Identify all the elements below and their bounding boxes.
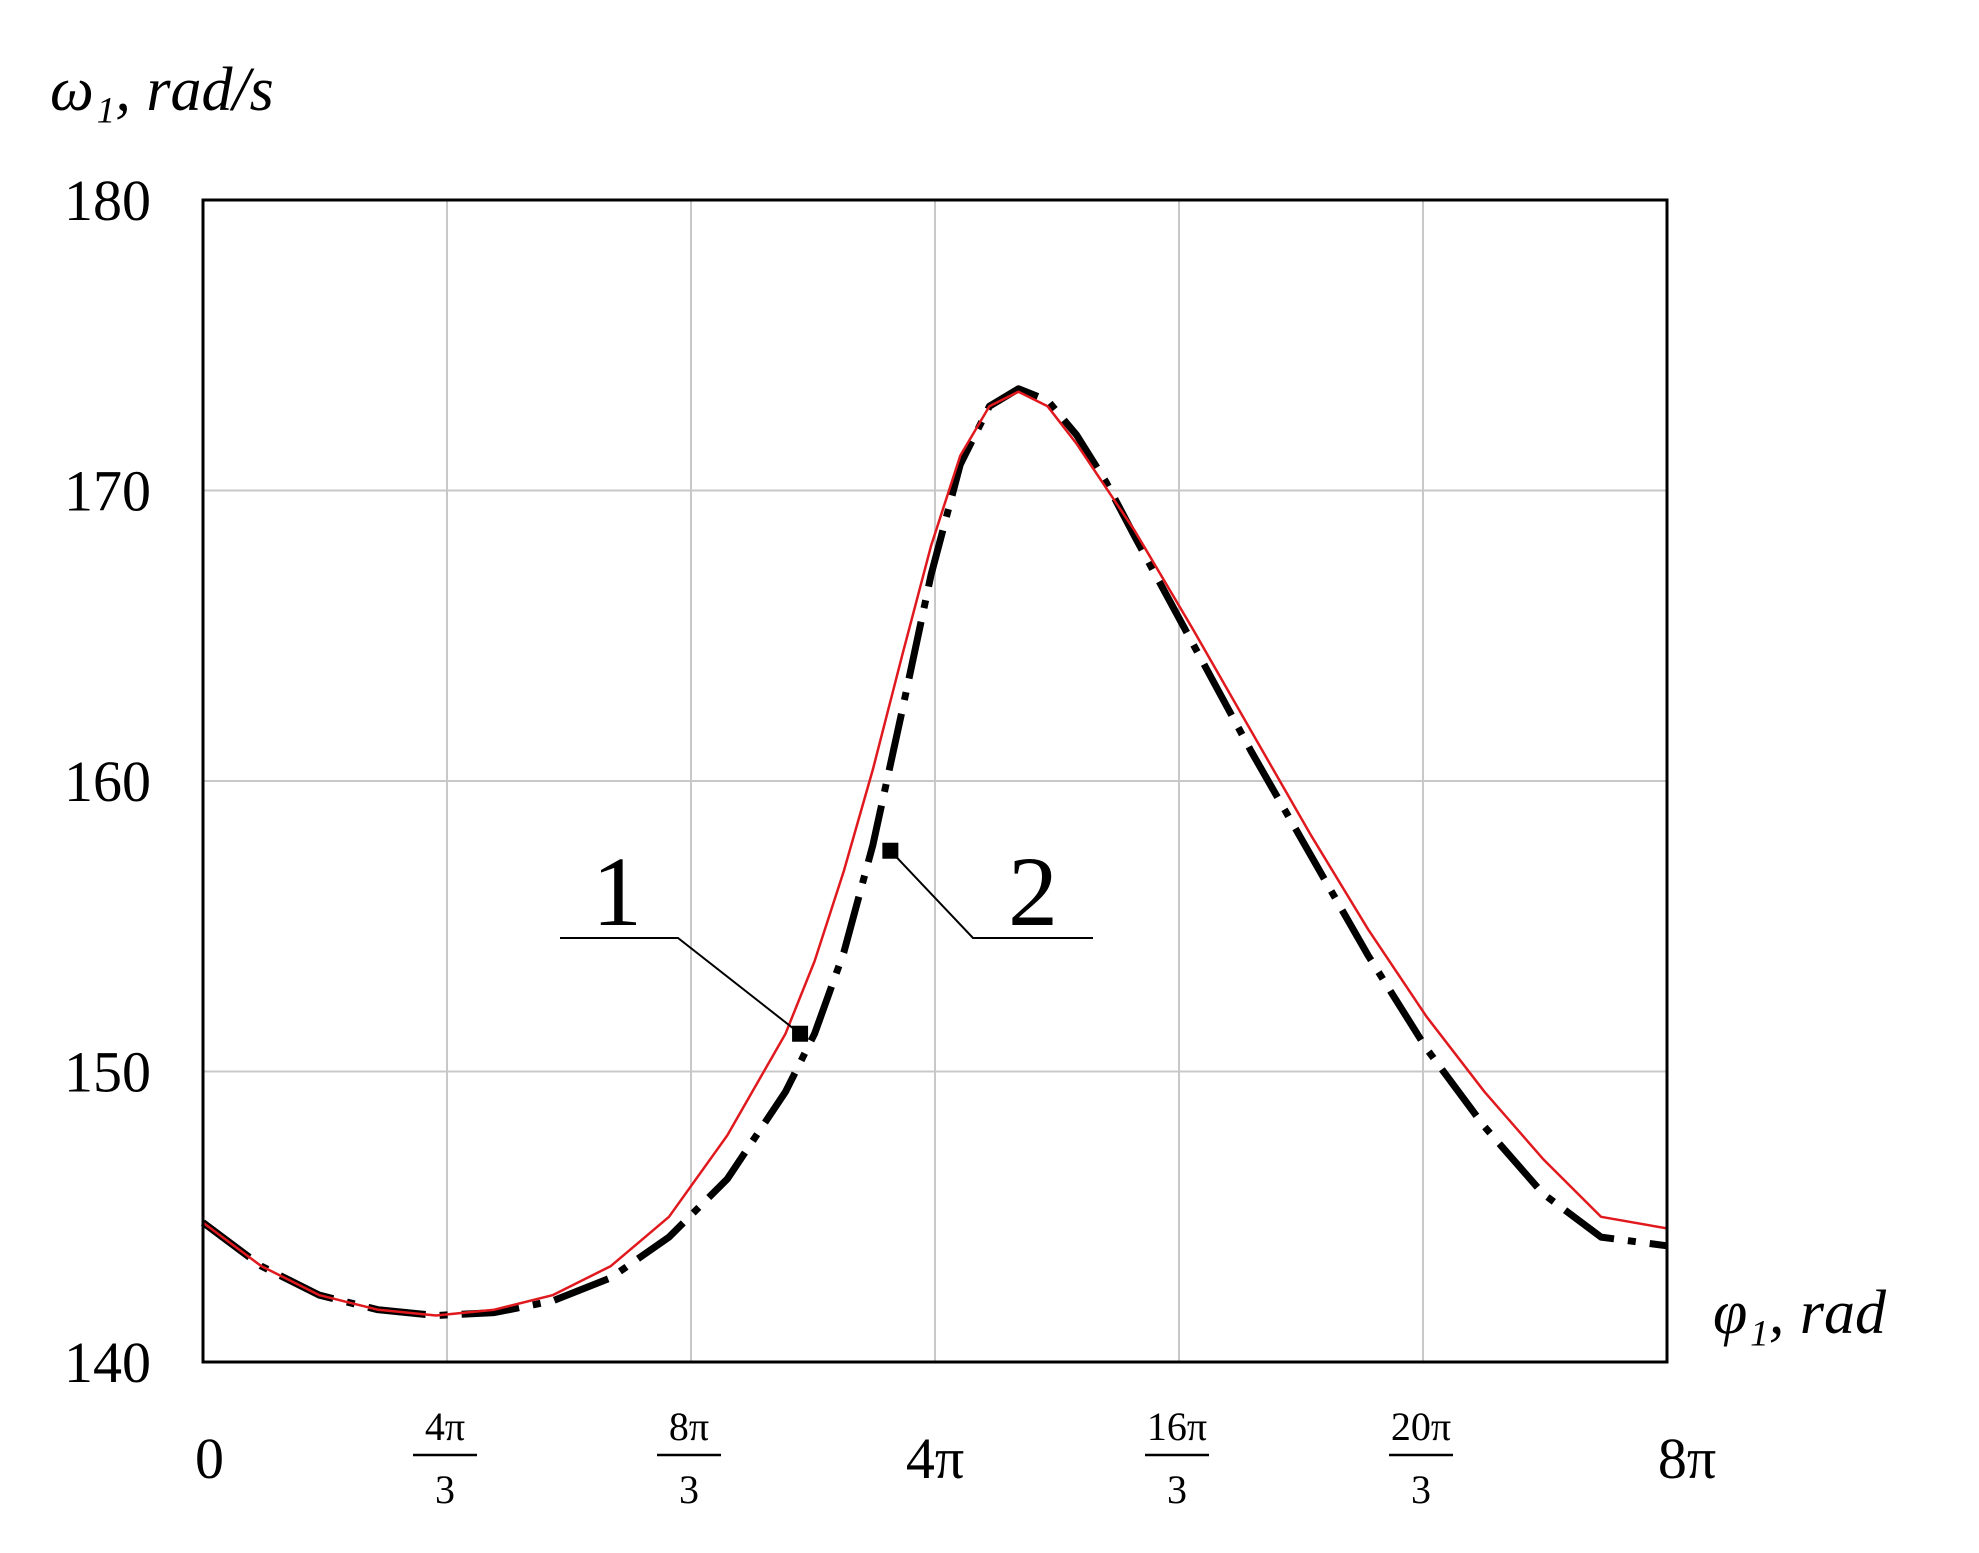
x-tick-label: 0 — [195, 1426, 224, 1491]
x-tick-numerator: 16π — [1147, 1404, 1207, 1449]
callout-2-label: 2 — [1008, 836, 1058, 947]
y-tick-label: 140 — [64, 1330, 151, 1395]
plot-frame — [201, 198, 1669, 1364]
x-tick-denominator: 3 — [679, 1467, 699, 1512]
callout-1-marker — [792, 1025, 809, 1042]
y-tick-label: 180 — [64, 168, 151, 233]
x-tick-denominator: 3 — [435, 1467, 455, 1512]
callout-1-leader — [560, 937, 801, 1035]
x-tick-label: 4π — [906, 1426, 964, 1491]
x-tick-denominator: 3 — [1411, 1467, 1431, 1512]
y-tick-labels: 140 150 160 170 180 — [64, 168, 151, 1395]
x-tick-denominator: 3 — [1167, 1467, 1187, 1512]
callout-1-label: 1 — [592, 836, 642, 947]
x-tick-fraction: 4π3 — [413, 1404, 478, 1512]
x-tick-fraction: 8π3 — [657, 1404, 722, 1512]
series-2-line — [200, 385, 1668, 1319]
y-tick-label: 170 — [64, 459, 151, 524]
x-tick-label: 8π — [1658, 1426, 1716, 1491]
callout-2-marker — [882, 842, 899, 859]
series-layer — [200, 385, 1668, 1319]
y-tick-label: 150 — [64, 1040, 151, 1105]
x-tick-numerator: 8π — [669, 1404, 709, 1449]
y-axis-label: ω₁, rad/s — [50, 56, 274, 124]
series-1-line — [202, 390, 1668, 1317]
x-tick-numerator: 4π — [425, 1404, 465, 1449]
x-axis-label: φ₁, rad — [1713, 1279, 1887, 1347]
y-tick-label: 160 — [64, 749, 151, 814]
x-tick-numerator: 20π — [1391, 1404, 1451, 1449]
callout-2-leader — [889, 850, 1093, 939]
grid-lines — [203, 200, 1667, 1362]
